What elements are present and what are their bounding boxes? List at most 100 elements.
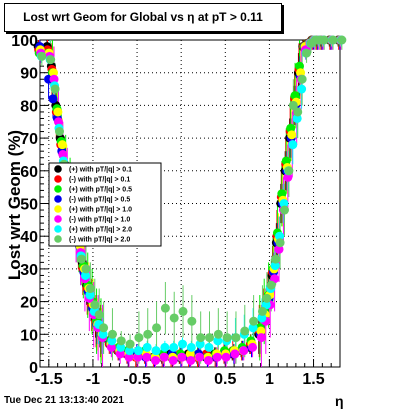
y-tick-label: 100: [11, 33, 38, 50]
data-point: [257, 313, 267, 323]
legend-label: (-) with pT/|q| > 0.1: [69, 177, 130, 184]
data-point: [239, 346, 249, 356]
data-point: [240, 326, 250, 336]
data-point: [177, 352, 187, 362]
data-point: [169, 342, 179, 352]
data-point: [151, 355, 160, 365]
y-tick-label: 70: [20, 131, 38, 148]
data-point: [77, 254, 87, 264]
data-point: [125, 339, 135, 349]
data-point: [297, 84, 307, 94]
data-point: [275, 231, 285, 241]
y-tick-label: 60: [20, 164, 38, 181]
legend-marker: [54, 165, 62, 173]
data-point: [53, 117, 63, 127]
data-point: [248, 342, 258, 352]
legend-marker: [54, 205, 62, 213]
data-point: [48, 94, 58, 104]
data-point: [271, 254, 281, 264]
data-point: [115, 349, 125, 359]
data-point: [124, 352, 134, 362]
legend-label: (+) with pT/|q| > 2.0: [69, 227, 132, 234]
data-point: [284, 166, 294, 176]
data-point: [168, 355, 178, 365]
data-point: [55, 127, 64, 137]
data-point: [107, 329, 117, 339]
data-points: [33, 35, 347, 365]
data-point: [85, 290, 95, 300]
y-tick-label: 20: [20, 295, 38, 312]
data-point: [99, 323, 109, 333]
data-point: [319, 35, 329, 45]
legend-marker: [54, 185, 62, 193]
y-tick-label: 40: [20, 229, 38, 246]
timestamp: Tue Dec 21 13:13:40 2021: [4, 395, 124, 406]
data-point: [160, 342, 170, 352]
data-point: [231, 333, 241, 343]
data-point: [212, 352, 222, 362]
data-point: [195, 339, 205, 349]
legend-label: (-) with pT/|q| > 1.0: [69, 217, 130, 224]
data-point: [257, 306, 267, 316]
y-tick-label: 0: [29, 360, 38, 377]
data-point: [151, 346, 161, 356]
legend-marker: [54, 175, 62, 183]
data-point: [94, 310, 104, 320]
chart-title: Lost wrt Geom for Global vs η at pT > 0.…: [4, 3, 282, 32]
data-point: [186, 342, 196, 352]
data-point: [57, 140, 67, 150]
y-axis-label: Lost wrt Geom (%): [5, 130, 24, 280]
data-point: [142, 352, 152, 362]
data-point: [133, 346, 143, 356]
data-point: [262, 293, 272, 303]
legend-label: (+) with pT/|q| > 0.5: [69, 187, 132, 194]
data-point: [116, 336, 126, 346]
data-point: [160, 303, 170, 313]
data-point: [169, 313, 179, 323]
data-point: [203, 355, 213, 365]
legend-marker: [54, 235, 62, 243]
data-point: [178, 306, 188, 316]
y-tick-label: 50: [20, 197, 38, 214]
data-point: [186, 355, 196, 365]
x-tick-label: 0.5: [214, 371, 236, 388]
legend-label: (-) with pT/|q| > 0.5: [69, 197, 130, 204]
data-point: [256, 333, 266, 343]
data-point: [143, 329, 153, 339]
data-point: [49, 74, 59, 84]
data-point: [46, 55, 56, 65]
y-tick-label: 30: [20, 262, 38, 279]
data-point: [152, 323, 162, 333]
data-point: [261, 300, 271, 310]
y-tick-label: 10: [20, 327, 38, 344]
data-point: [249, 316, 259, 326]
data-point: [116, 342, 126, 352]
data-point: [133, 352, 143, 362]
data-point: [279, 199, 289, 208]
data-point: [204, 342, 214, 352]
x-axis-label: η: [335, 393, 344, 409]
y-tick-label: 90: [20, 66, 38, 83]
data-point: [288, 100, 298, 110]
data-point: [196, 333, 206, 343]
data-point: [280, 205, 289, 215]
data-point: [302, 48, 312, 58]
data-point: [187, 316, 197, 326]
data-point: [297, 74, 307, 84]
legend: (+) with pT/|q| > 0.1 (-) with pT/|q| > 0…: [48, 162, 162, 247]
data-point: [337, 35, 347, 45]
data-point: [292, 113, 302, 123]
data-point: [81, 264, 91, 274]
legend-marker: [54, 195, 62, 203]
data-point: [98, 329, 108, 339]
data-point: [159, 352, 169, 362]
x-tick-label: 1.5: [302, 371, 324, 388]
data-point: [275, 238, 285, 248]
data-point: [221, 352, 231, 362]
data-point: [90, 300, 100, 310]
data-point: [50, 84, 60, 94]
data-point: [266, 280, 276, 290]
data-point: [53, 107, 63, 117]
data-point: [49, 68, 58, 78]
legend-label: (+) with pT/|q| > 1.0: [69, 207, 132, 214]
